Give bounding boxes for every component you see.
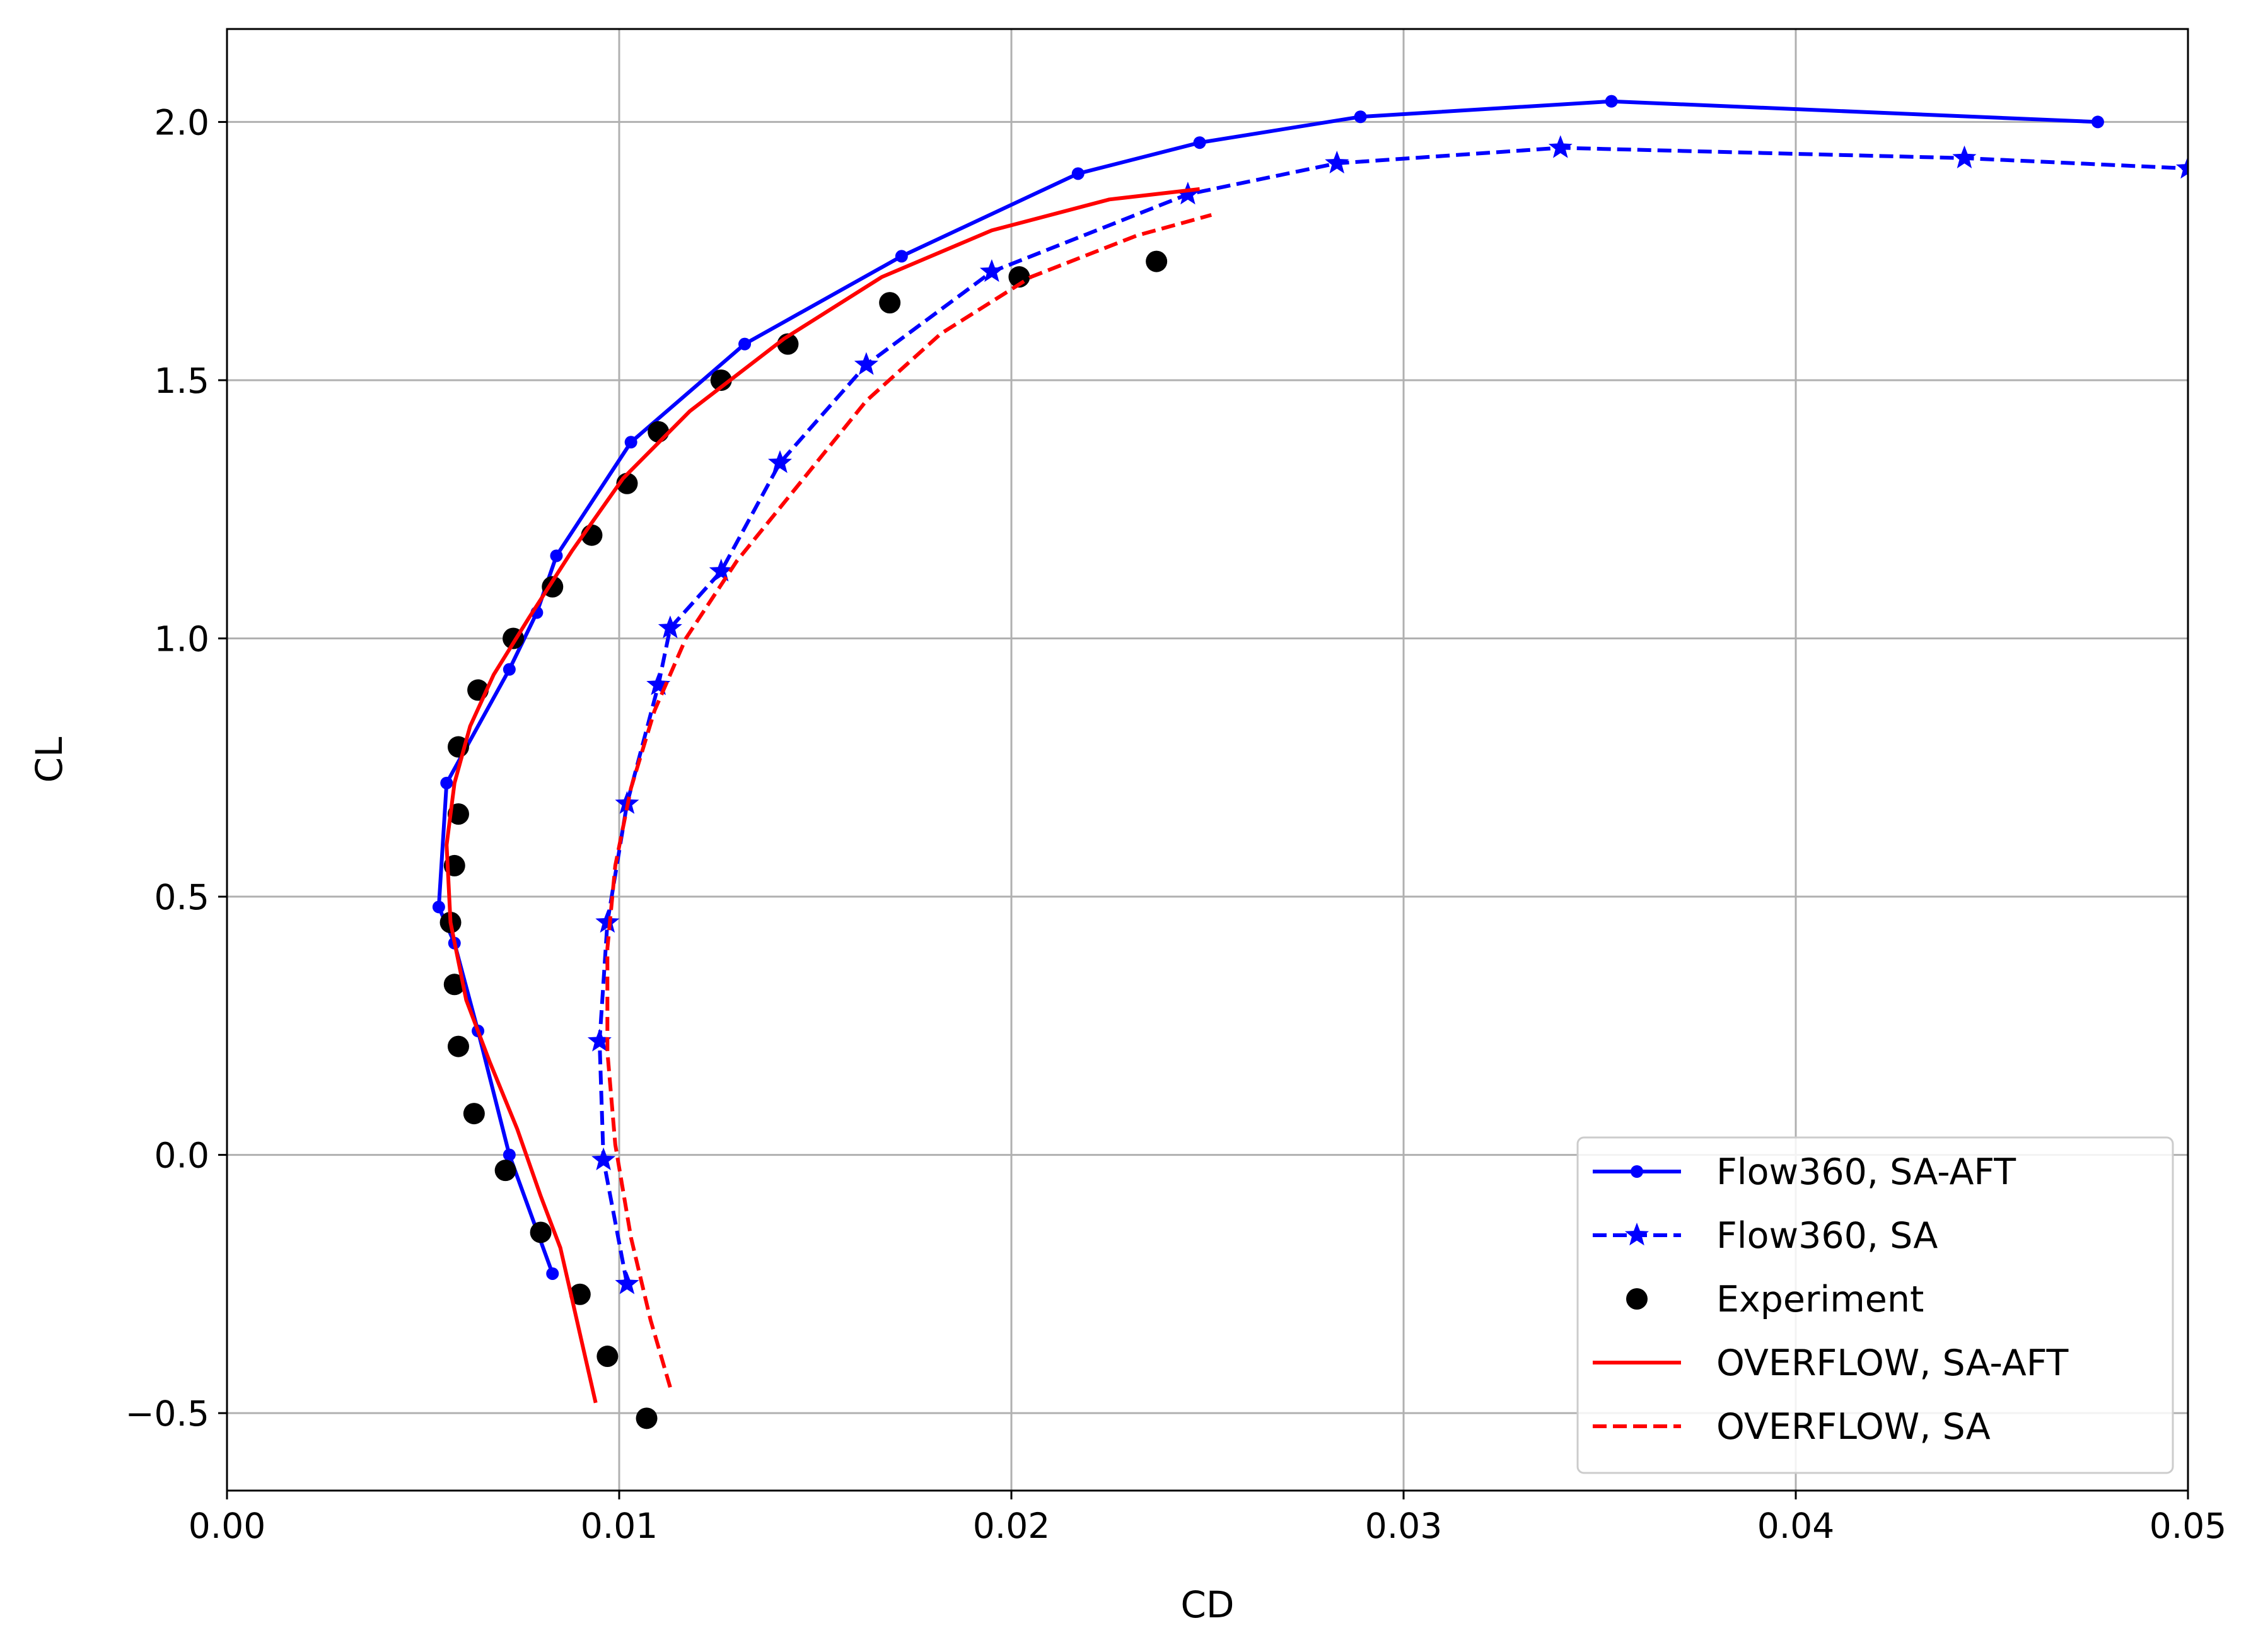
data-point [615,1271,639,1294]
data-point [2091,115,2104,129]
data-point [1631,1165,1643,1178]
y-tick-label: −0.5 [125,1393,209,1434]
legend-entry: Flow360, SA-AFT [1593,1151,2016,1193]
x-tick-label: 0.02 [973,1506,1050,1546]
data-point [710,369,732,391]
series-line [445,187,1200,1404]
series-overflow-sa-aft [445,187,1200,1404]
legend-entry: OVERFLOW, SA-AFT [1593,1342,2069,1384]
series-overflow-sa [605,213,1212,1388]
legend-label: OVERFLOW, SA-AFT [1716,1342,2069,1384]
data-point [1175,182,1200,205]
data-point [879,292,901,314]
data-point [1605,95,1618,108]
data-point [447,1035,469,1057]
legend-label: OVERFLOW, SA [1716,1406,1991,1448]
y-tick-label: 1.0 [154,619,209,660]
y-axis-label: CL [28,737,71,783]
series-layer [432,95,2188,1429]
x-tick-label: 0.01 [581,1506,658,1546]
legend-entry: Experiment [1626,1279,1924,1320]
data-point [979,259,1004,282]
data-point [569,1283,591,1305]
data-point [1625,1223,1649,1246]
legend-label: Experiment [1716,1279,1924,1320]
data-point [443,974,465,996]
data-point [648,421,670,443]
data-point [1626,1288,1648,1310]
data-point [494,1160,516,1182]
data-point [738,337,752,351]
data-point [768,450,792,474]
legend-entry: OVERFLOW, SA [1593,1406,1991,1448]
legend: Flow360, SA-AFT Flow360, SA Experiment OVER… [1576,1136,2174,1474]
plot-frame [226,28,2189,1492]
x-tick-label: 0.05 [2150,1506,2226,1546]
data-point [503,663,516,676]
data-point [595,910,620,933]
data-point [854,352,878,375]
data-point [440,776,453,789]
data-point [646,672,671,695]
y-tick-label: 1.5 [154,361,209,401]
data-point [1146,250,1168,272]
data-point [658,615,682,639]
x-axis-label: CD [1180,1583,1234,1626]
data-point [587,1028,612,1052]
x-tick-label: 0.04 [1757,1506,1834,1546]
series-experiment [439,250,1168,1429]
x-tick-label: 0.00 [189,1506,265,1546]
legend-box [1576,1136,2174,1474]
data-point [546,1267,559,1280]
data-point [895,250,908,263]
data-point [1071,167,1085,180]
legend-entry: Flow360, SA [1593,1215,1938,1257]
data-point [1193,136,1206,149]
data-point [1354,110,1367,124]
series-line [597,146,2188,1284]
series-line [605,213,1212,1388]
data-point [709,559,733,582]
x-tick-label: 0.03 [1365,1506,1442,1546]
data-point [591,1147,616,1170]
legend-label: Flow360, SA-AFT [1716,1151,2016,1193]
data-point [550,549,563,562]
data-point [596,1346,619,1368]
data-point [1548,135,1573,158]
data-point [1952,145,1977,168]
axis-ticks: 0.00 0.01 0.02 0.03 0.04 0.05 −0.5 0.0 0.5 1.0 1.5… [125,102,2226,1546]
data-point [636,1407,658,1429]
y-tick-label: 0.0 [154,1136,209,1176]
data-point [463,1103,485,1125]
data-point [503,1148,516,1161]
data-point [530,1221,552,1243]
legend-label: Flow360, SA [1716,1215,1938,1257]
y-tick-label: 0.5 [154,877,209,917]
data-point [624,436,637,449]
data-point [2176,156,2188,179]
data-point [432,900,445,914]
y-tick-label: 2.0 [154,102,209,143]
data-point [1325,151,1349,174]
